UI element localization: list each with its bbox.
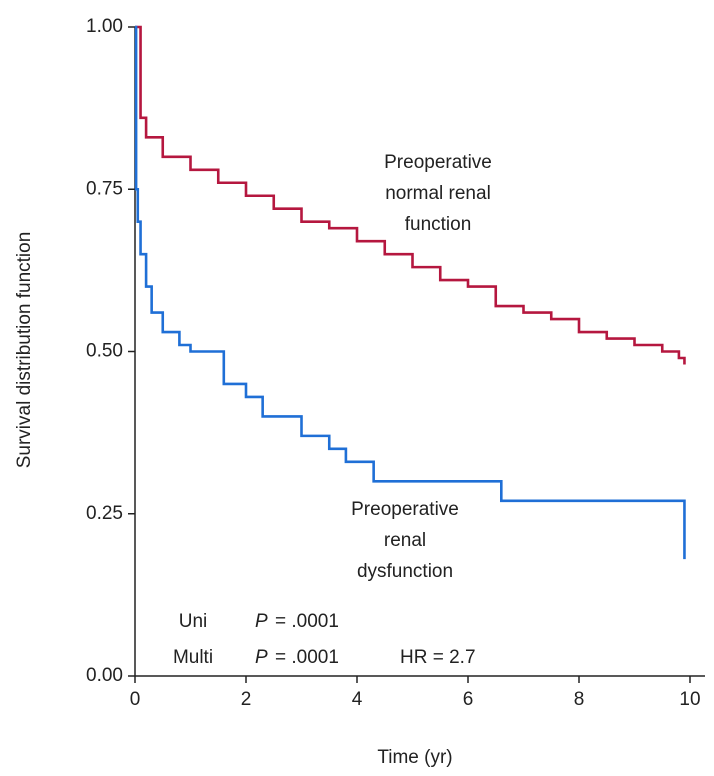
x-axis-title: Time (yr) — [377, 747, 452, 768]
p-symbol: P — [255, 611, 268, 632]
x-tick-label: 0 — [130, 689, 141, 710]
survival-curve — [134, 25, 686, 560]
y-tick-label: 1.00 — [86, 16, 123, 37]
p-value: = .0001 — [275, 647, 339, 668]
y-tick-label: 0.50 — [86, 341, 123, 362]
x-tick-label: 8 — [574, 689, 585, 710]
curve-label: function — [405, 214, 472, 235]
y-tick-label: 0.00 — [86, 665, 123, 686]
x-tick-label: 6 — [463, 689, 474, 710]
curve-label: normal renal — [385, 183, 491, 204]
curve-label: Preoperative — [351, 499, 459, 520]
curve-label: renal — [384, 530, 426, 551]
x-tick-label: 4 — [352, 689, 363, 710]
y-tick-label: 0.75 — [86, 178, 123, 199]
stat-label: Uni — [179, 611, 208, 632]
x-tick-label: 10 — [679, 689, 700, 710]
curve-label: dysfunction — [357, 561, 453, 582]
p-value: = .0001 — [275, 611, 339, 632]
survival-curve — [135, 25, 686, 365]
y-axis-title: Survival distribution function — [14, 232, 35, 469]
hazard-ratio: HR = 2.7 — [400, 647, 476, 668]
p-symbol: P — [255, 647, 268, 668]
y-tick-label: 0.25 — [86, 503, 123, 524]
stat-label: Multi — [173, 647, 213, 668]
curve-label: Preoperative — [384, 152, 492, 173]
x-tick-label: 2 — [241, 689, 252, 710]
